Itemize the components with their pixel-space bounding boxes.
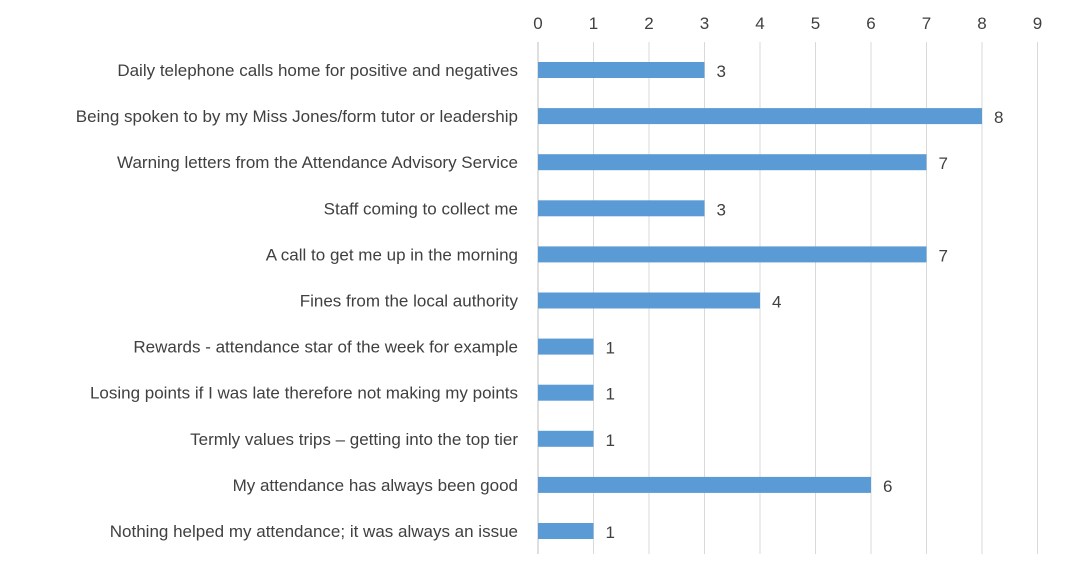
x-axis-ticks: 0 1 2 3 4 5 6 7 8 9 [533, 14, 1042, 33]
data-label: 1 [606, 385, 615, 404]
bar [538, 523, 594, 539]
x-tick-label: 1 [589, 14, 598, 33]
data-label: 4 [772, 293, 781, 312]
x-tick-label: 3 [700, 14, 709, 33]
category-label: Termly values trips – getting into the t… [190, 430, 518, 449]
x-tick-label: 7 [922, 14, 931, 33]
category-label: Losing points if I was late therefore no… [90, 384, 518, 403]
bar [538, 292, 760, 309]
bar [538, 384, 594, 401]
category-label: A call to get me up in the morning [266, 245, 518, 264]
x-tick-label: 5 [811, 14, 820, 33]
data-label: 1 [606, 339, 615, 358]
x-tick-label: 8 [977, 14, 986, 33]
x-tick-label: 0 [533, 14, 542, 33]
category-label: Fines from the local authority [300, 292, 519, 311]
category-label: Staff coming to collect me [324, 199, 518, 218]
category-label: Warning letters from the Attendance Advi… [117, 153, 518, 172]
category-label: Being spoken to by my Miss Jones/form tu… [76, 107, 518, 126]
data-label: 7 [939, 154, 948, 173]
data-label: 6 [883, 477, 892, 496]
bar [538, 62, 705, 78]
x-tick-label: 2 [644, 14, 653, 33]
category-label: Daily telephone calls home for positive … [117, 61, 518, 80]
bar [538, 108, 982, 125]
category-label: Rewards - attendance star of the week fo… [133, 338, 518, 357]
bars [538, 62, 982, 539]
x-tick-label: 6 [866, 14, 875, 33]
x-tick-label: 9 [1033, 14, 1042, 33]
data-label: 3 [717, 200, 726, 219]
bar [538, 200, 705, 217]
category-label: My attendance has always been good [233, 476, 518, 495]
data-label: 7 [939, 246, 948, 265]
bar [538, 430, 594, 447]
bar [538, 154, 927, 171]
category-label: Nothing helped my attendance; it was alw… [110, 522, 518, 541]
bar [538, 476, 871, 493]
x-tick-label: 4 [755, 14, 764, 33]
bar [538, 246, 927, 263]
data-label: 8 [994, 108, 1003, 127]
bar [538, 338, 594, 355]
data-label: 3 [717, 62, 726, 81]
data-label: 1 [606, 523, 615, 542]
category-labels: Daily telephone calls home for positive … [76, 61, 519, 541]
data-label: 1 [606, 431, 615, 450]
